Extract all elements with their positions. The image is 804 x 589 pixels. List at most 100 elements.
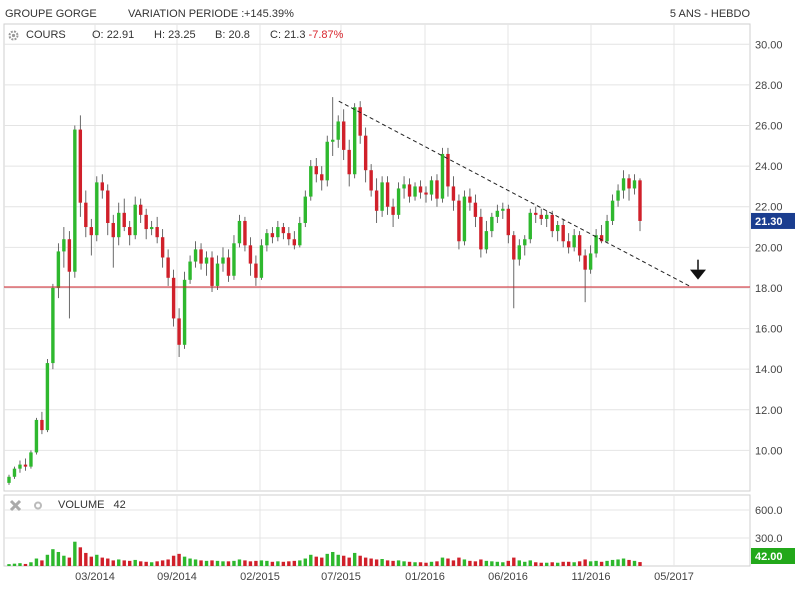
volume-bar bbox=[177, 553, 181, 566]
volume-bar bbox=[149, 562, 154, 566]
candle-body bbox=[342, 121, 346, 150]
candle-body bbox=[638, 180, 642, 221]
volume-bar bbox=[73, 541, 77, 566]
volume-bar bbox=[138, 561, 143, 566]
candle-body bbox=[588, 253, 593, 270]
candle-body bbox=[528, 212, 532, 240]
candle-body bbox=[479, 216, 483, 250]
volume-bar bbox=[166, 559, 170, 566]
volume-bar bbox=[605, 560, 609, 566]
candle-body bbox=[259, 245, 264, 278]
volume-bar bbox=[160, 560, 165, 566]
y-tick-label: 28.00 bbox=[755, 80, 783, 92]
candle-body bbox=[7, 476, 11, 483]
y-tick-label: 24.00 bbox=[755, 161, 783, 173]
volume-bar bbox=[352, 552, 357, 566]
candle-body bbox=[287, 233, 291, 240]
volume-bar bbox=[490, 561, 494, 566]
close-x-icon[interactable] bbox=[9, 499, 22, 512]
candle-body bbox=[193, 249, 198, 262]
volume-bar bbox=[287, 561, 291, 566]
volume-bar bbox=[451, 560, 456, 566]
candle-body bbox=[23, 464, 28, 467]
volume-bar bbox=[479, 559, 483, 566]
volume-bar bbox=[446, 558, 450, 566]
volume-bar bbox=[506, 560, 511, 566]
candle-body bbox=[369, 170, 373, 191]
period-selector[interactable]: 5 ANS - HEBDO bbox=[669, 8, 750, 20]
volume-bar bbox=[473, 561, 478, 566]
y-tick-label: 20.00 bbox=[755, 242, 783, 254]
volume-bar bbox=[363, 557, 368, 566]
candle-body bbox=[599, 235, 604, 242]
candle-body bbox=[363, 135, 368, 171]
candle-body bbox=[632, 180, 637, 189]
volume-bar bbox=[122, 560, 126, 566]
candle-body bbox=[155, 227, 159, 238]
candle-body bbox=[358, 107, 362, 136]
volume-bar bbox=[226, 561, 231, 566]
close-value: 21.3 bbox=[284, 29, 306, 41]
open-readout: O: 22.91 bbox=[92, 29, 134, 41]
candle-body bbox=[160, 237, 165, 258]
candle-body bbox=[594, 235, 598, 254]
settings-icon[interactable] bbox=[33, 499, 43, 512]
candle-body bbox=[210, 257, 214, 286]
volume-bar bbox=[594, 560, 598, 566]
candle-body bbox=[67, 239, 72, 272]
candle-body bbox=[199, 249, 203, 264]
volume-panel-frame bbox=[3, 494, 751, 567]
candle-body bbox=[385, 182, 390, 207]
x-tick-label: 01/2016 bbox=[405, 571, 445, 583]
low-label: B: bbox=[215, 29, 226, 41]
candle-body bbox=[517, 245, 521, 260]
candle-body bbox=[243, 220, 247, 246]
last-volume-tag-bg bbox=[751, 548, 795, 564]
candle-body bbox=[29, 452, 33, 467]
volume-bar bbox=[320, 557, 324, 566]
candle-body bbox=[303, 196, 307, 223]
candle-body bbox=[495, 210, 500, 217]
candle-body bbox=[446, 153, 450, 187]
candle-body bbox=[221, 257, 225, 264]
candle-body bbox=[204, 257, 209, 264]
high-value: 23.25 bbox=[168, 29, 196, 41]
volume-bar bbox=[133, 559, 137, 566]
high-readout: H: 23.25 bbox=[154, 29, 196, 41]
volume-bar bbox=[413, 562, 417, 566]
candle-body bbox=[577, 235, 582, 256]
candle-body bbox=[56, 251, 61, 288]
volume-bar bbox=[523, 561, 527, 566]
candle-body bbox=[78, 129, 83, 203]
price-legend: COURS bbox=[26, 29, 66, 41]
candle-body bbox=[440, 153, 445, 199]
volume-bar bbox=[193, 559, 198, 566]
volume-bar bbox=[342, 555, 346, 566]
candle-body bbox=[149, 227, 154, 230]
volume-bar bbox=[424, 562, 428, 566]
volume-bar bbox=[89, 556, 94, 566]
volume-bar bbox=[243, 560, 247, 566]
gear-icon[interactable] bbox=[7, 29, 20, 42]
volume-bar bbox=[495, 561, 500, 566]
candle-body bbox=[512, 235, 516, 260]
candle-body bbox=[40, 419, 44, 431]
candle-body bbox=[84, 202, 88, 228]
candle-body bbox=[100, 182, 104, 191]
candle-body bbox=[248, 245, 253, 264]
candle-body bbox=[555, 225, 560, 232]
volume-bar bbox=[583, 559, 587, 566]
y-tick-label: 10.00 bbox=[755, 445, 783, 457]
candle-body bbox=[138, 204, 143, 215]
y-tick-label: 30.00 bbox=[755, 39, 783, 51]
y-tick-label: 18.00 bbox=[755, 283, 783, 295]
change-value: -7.87% bbox=[308, 29, 344, 41]
y-tick-label: 26.00 bbox=[755, 121, 783, 133]
close-readout: C: 21.3 -7.87% bbox=[270, 29, 343, 41]
volume-bar bbox=[144, 561, 148, 566]
volume-bar bbox=[566, 561, 571, 566]
candle-body bbox=[117, 212, 121, 238]
candle-body bbox=[402, 184, 406, 189]
candle-body bbox=[407, 184, 412, 197]
